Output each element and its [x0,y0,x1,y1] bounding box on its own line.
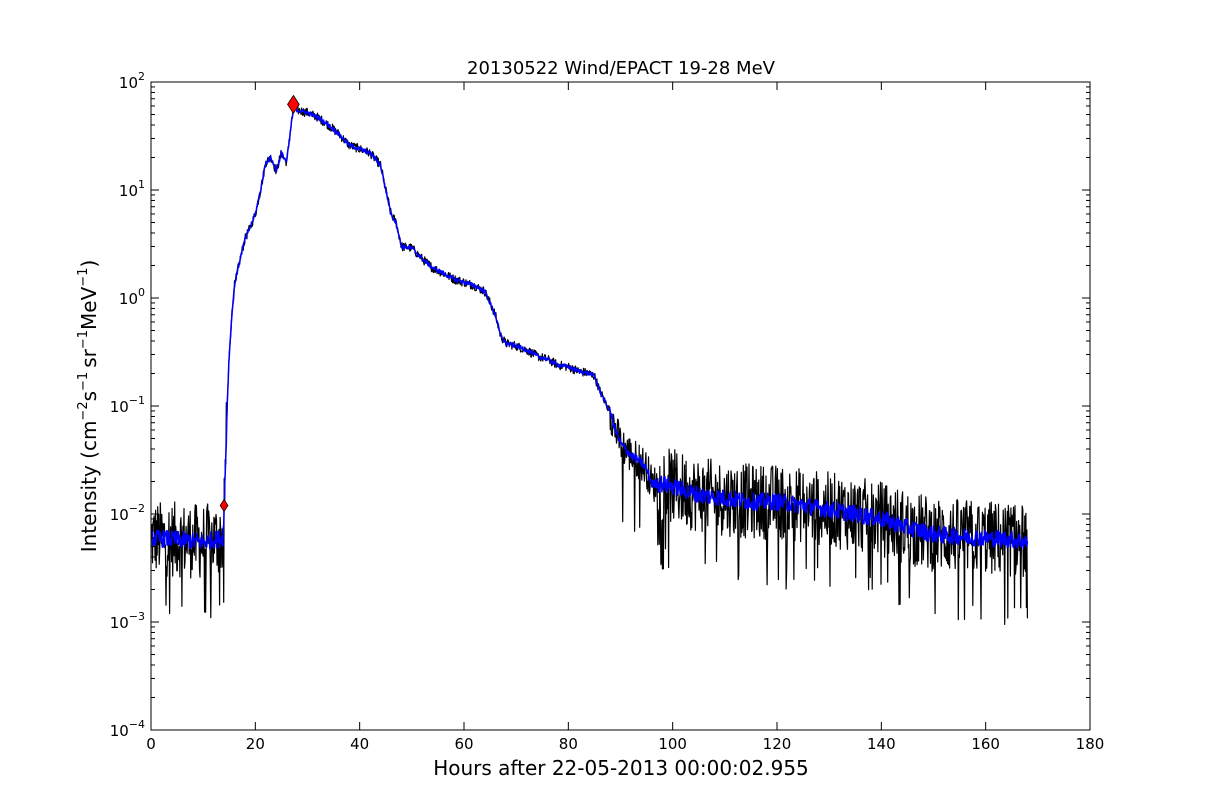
y-label-exp2: −1 [76,372,91,391]
x-tick-label: 160 [971,735,1000,753]
y-tick-base: 10 [110,722,129,740]
y-label-close: ) [77,260,101,268]
y-tick-label: 100 [119,286,145,308]
y-tick-exponent: 0 [138,286,145,299]
y-tick-exponent: −3 [129,610,145,623]
y-label-exp4: −1 [76,268,91,287]
y-tick-label: 10−1 [110,394,145,416]
y-tick-base: 10 [119,290,138,308]
y-tick-label: 101 [119,178,145,200]
y-label-mev: MeV [77,286,101,330]
y-tick-label: 10−2 [110,502,145,524]
x-tick-label: 60 [454,735,473,753]
y-tick-exponent: −4 [129,718,145,731]
y-tick-exponent: 2 [138,70,145,83]
x-tick-label: 40 [350,735,369,753]
x-tick-label: 140 [867,735,896,753]
y-tick-base: 10 [119,182,138,200]
y-axis-label: Intensity (cm−2s−1sr−1MeV−1) [76,260,101,553]
chart-title: 20130522 Wind/EPACT 19-28 MeV [467,58,776,79]
series-line-smoothed [151,103,1029,550]
y-tick-exponent: −1 [129,394,145,407]
x-tick-label: 0 [146,735,156,753]
y-tick-label: 102 [119,70,145,92]
y-tick-base: 10 [119,74,138,92]
y-label-lead: Intensity (cm [77,421,101,553]
y-label-sr: sr [77,348,101,367]
plot-background [151,82,1090,730]
plot-area [150,81,1091,731]
x-tick-label: 80 [559,735,578,753]
y-tick-base: 10 [110,506,129,524]
marker-layer [219,94,300,513]
x-tick-label: 100 [658,735,687,753]
marker-peak [287,94,300,115]
y-tick-label: 10−4 [110,718,145,740]
x-tick-label: 180 [1076,735,1105,753]
y-label-exp1: −2 [76,401,91,420]
y-tick-label: 10−3 [110,610,145,632]
marker-onset [219,498,229,513]
x-axis-label: Hours after 22-05-2013 00:00:02.955 [433,756,809,780]
y-tick-exponent: 1 [138,178,145,191]
y-tick-exponent: −2 [129,502,145,515]
y-tick-base: 10 [110,614,129,632]
x-axis: 0 20 40 60 80 100 120 140 160 180 [146,82,1104,753]
y-label-exp3: −1 [76,330,91,349]
y-tick-base: 10 [110,398,129,416]
y-label-s: s [77,391,101,401]
x-tick-label: 20 [246,735,265,753]
x-tick-label: 120 [763,735,792,753]
